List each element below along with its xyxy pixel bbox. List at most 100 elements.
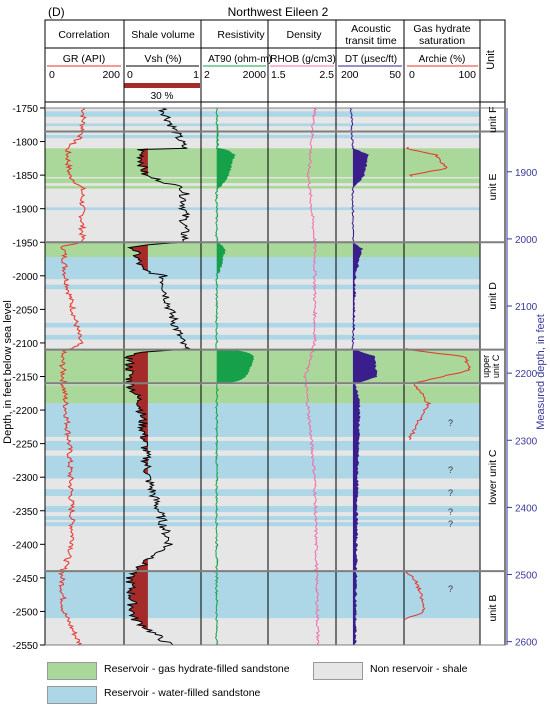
subsea-tick-label: -2400 bbox=[12, 540, 38, 551]
zone-gas bbox=[45, 385, 480, 404]
subsea-tick-label: -2350 bbox=[12, 507, 38, 518]
legend-swatch-gas bbox=[47, 662, 97, 680]
track-min-gr: 0 bbox=[49, 69, 55, 81]
track-headers: Correlation GR (API) 0 200 Shale volume … bbox=[45, 20, 505, 102]
legend-gas: Reservoir - gas hydrate-filled sandstone bbox=[104, 663, 290, 675]
track-curve-vsh: Vsh (%) bbox=[144, 53, 181, 65]
gr-curve bbox=[58, 107, 87, 646]
md-tick-label: 2500 bbox=[515, 571, 538, 582]
track-title-shale-volume: Shale volume bbox=[131, 29, 195, 41]
hydrate-curve bbox=[406, 146, 448, 177]
subsea-tick-label: -2000 bbox=[12, 272, 38, 283]
uncertain-markers: ? ? ? ? ? ? bbox=[448, 418, 453, 594]
question-mark: ? bbox=[448, 519, 453, 529]
zone-water bbox=[45, 506, 480, 513]
left-axis-label: Depth, in feet below sea level bbox=[2, 300, 14, 444]
track-title-correlation: Correlation bbox=[58, 29, 110, 41]
track-curve-gr: GR (API) bbox=[63, 53, 106, 65]
legend-swatch-shale bbox=[313, 662, 363, 680]
zone-water bbox=[45, 455, 480, 479]
subsea-tick-label: -2300 bbox=[12, 473, 38, 484]
zone-gas bbox=[45, 178, 480, 184]
track-max-dt: 50 bbox=[389, 69, 401, 81]
track-curve-dt: DT (µsec/ft) bbox=[345, 54, 397, 65]
dt-curve bbox=[349, 107, 378, 646]
zone-water bbox=[45, 111, 480, 117]
panel-label: (D) bbox=[48, 5, 65, 19]
subsea-tick-label: -2200 bbox=[12, 406, 38, 417]
subsea-tick-label: -2050 bbox=[12, 305, 38, 316]
md-tick-label: 2600 bbox=[515, 638, 538, 649]
md-tick-label: 2100 bbox=[515, 302, 538, 313]
zone-water bbox=[45, 134, 480, 139]
resistivity-fill bbox=[216, 108, 254, 645]
measured-depth-axis: 1900 2000 2100 2200 2300 2400 2500 2600 bbox=[506, 108, 538, 649]
zone-water bbox=[45, 257, 480, 280]
track-title-density: Density bbox=[286, 29, 322, 41]
legend-swatch-water bbox=[47, 686, 97, 704]
subsea-tick-label: -2550 bbox=[12, 641, 38, 652]
track-min-dt: 200 bbox=[341, 69, 359, 81]
md-tick-label: 2200 bbox=[515, 369, 538, 380]
subsea-tick-label: -1950 bbox=[12, 238, 38, 249]
dt-fill bbox=[352, 108, 377, 645]
unit-label: upper bbox=[481, 355, 491, 378]
track-min-vsh: 0 bbox=[127, 69, 133, 81]
subsea-depth-axis: -1750 -1800 -1850 -1900 -1950 -2000 -2050 -2100… bbox=[12, 104, 45, 652]
zone-gas bbox=[45, 349, 480, 384]
track-max-rhob: 2.5 bbox=[319, 69, 334, 81]
log-curves bbox=[58, 107, 471, 646]
vsh-sand-fill bbox=[125, 108, 148, 645]
unit-column: unit F unit E unit D upper unit C lower unit … bbox=[45, 107, 505, 646]
hydrate-curve bbox=[405, 347, 471, 440]
question-mark: ? bbox=[448, 584, 453, 594]
subsea-tick-label: -1750 bbox=[12, 104, 38, 115]
vsh-cutoff-bar bbox=[124, 83, 200, 88]
frame bbox=[44, 19, 506, 646]
subsea-tick-label: -1800 bbox=[12, 138, 38, 149]
zone-gas bbox=[45, 148, 480, 178]
track-max-at90: 2000 bbox=[243, 69, 267, 81]
subsea-tick-label: -2100 bbox=[12, 339, 38, 350]
unit-label: unit D bbox=[487, 282, 499, 310]
figure-title: Northwest Eileen 2 bbox=[228, 5, 329, 19]
track-max-archie: 100 bbox=[458, 69, 476, 81]
question-mark: ? bbox=[448, 507, 453, 517]
track-title-hydrate-2: saturation bbox=[419, 35, 465, 47]
track-max-gr: 200 bbox=[102, 69, 120, 81]
subsea-tick-label: -2250 bbox=[12, 440, 38, 451]
track-curve-archie: Archie (%) bbox=[419, 54, 466, 65]
zone-gas bbox=[45, 185, 480, 189]
track-max-vsh: 1 bbox=[193, 69, 199, 81]
subsea-tick-label: -2150 bbox=[12, 373, 38, 384]
zone-water bbox=[45, 284, 480, 290]
md-tick-label: 2400 bbox=[515, 503, 538, 514]
lithology-zones bbox=[45, 108, 480, 645]
resistivity-curve bbox=[214, 107, 255, 646]
question-mark: ? bbox=[448, 488, 453, 498]
zone-water bbox=[45, 322, 480, 328]
zone-water bbox=[45, 571, 480, 619]
track-title-resistivity: Resistivity bbox=[217, 29, 265, 41]
unit-label: unit F bbox=[487, 107, 499, 133]
density-curve bbox=[303, 107, 320, 646]
unit-label: unit B bbox=[487, 595, 499, 622]
track-title-acoustic-1: Acoustic bbox=[351, 23, 391, 35]
md-tick-label: 2000 bbox=[515, 235, 538, 246]
subsea-tick-label: -2450 bbox=[12, 574, 38, 585]
track-min-rhob: 1.5 bbox=[271, 69, 286, 81]
zone-water bbox=[45, 522, 480, 527]
zone-water bbox=[45, 403, 480, 437]
legend-shale: Non reservoir - shale bbox=[370, 663, 468, 675]
right-axis-label: Measured depth, in feet bbox=[535, 314, 547, 430]
track-title-hydrate-1: Gas hydrate bbox=[413, 23, 470, 35]
vsh-curve bbox=[123, 107, 191, 646]
zone-water bbox=[45, 516, 480, 521]
md-tick-label: 2300 bbox=[515, 436, 538, 447]
zone-water bbox=[45, 123, 480, 127]
question-mark: ? bbox=[448, 465, 453, 475]
zone-gas bbox=[45, 242, 480, 258]
md-tick-label: 1900 bbox=[515, 168, 538, 179]
hydrate-curve bbox=[404, 570, 426, 620]
